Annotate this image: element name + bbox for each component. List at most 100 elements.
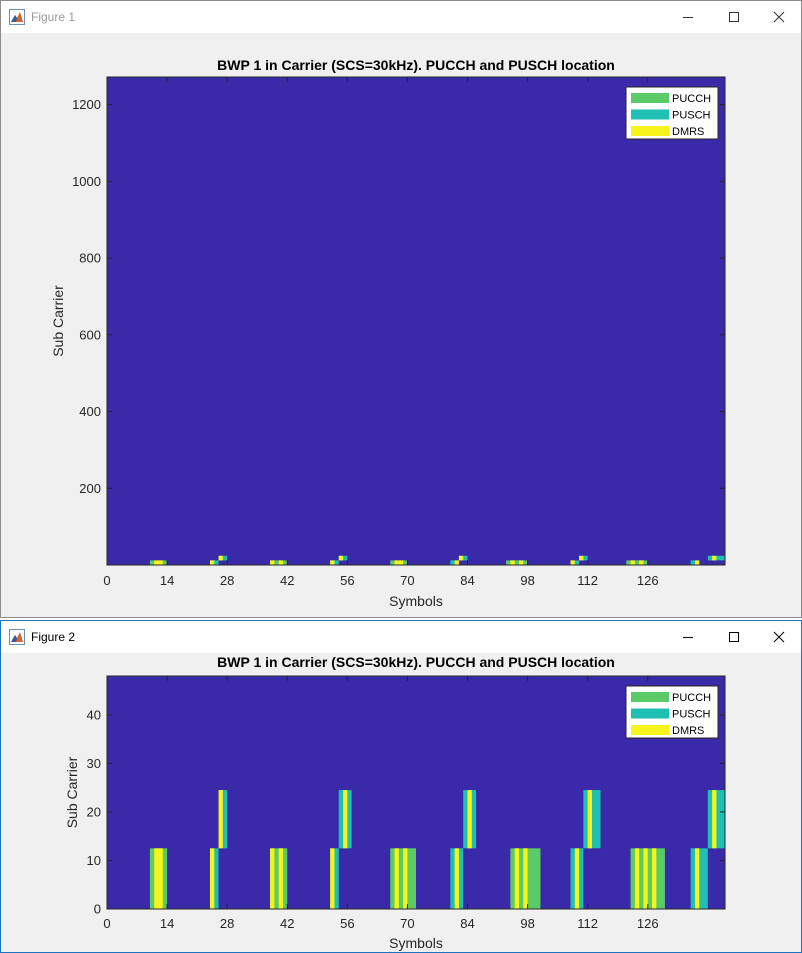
x-tick-label: 98 [520, 916, 534, 931]
dmrs-column [338, 555, 344, 561]
x-tick-label: 70 [400, 916, 414, 931]
close-button[interactable] [756, 1, 802, 33]
window-titlebar[interactable]: Figure 2 [1, 621, 801, 653]
x-tick-label: 42 [280, 573, 294, 588]
dmrs-column [398, 560, 404, 565]
x-tick-label: 28 [220, 573, 234, 588]
legend-swatch [631, 126, 669, 136]
minimize-button[interactable] [665, 621, 711, 653]
dmrs-column [514, 848, 519, 909]
dmrs-column [652, 848, 657, 909]
y-tick-label: 0 [94, 902, 101, 917]
dmrs-column [154, 848, 159, 909]
dmrs-column [458, 555, 464, 561]
dmrs-column [694, 848, 700, 909]
x-tick-label: 0 [103, 916, 110, 931]
plot-area [107, 77, 725, 565]
close-icon [773, 11, 785, 23]
matlab-figure-icon [9, 9, 25, 25]
legend-entry: PUSCH [672, 709, 711, 721]
figure-1-chart: BWP 1 in Carrier (SCS=30kHz). PUCCH and … [50, 57, 726, 609]
dmrs-column [579, 555, 584, 561]
y-axis-label: Sub Carrier [50, 285, 66, 357]
y-tick-label: 40 [87, 707, 101, 722]
x-tick-label: 84 [460, 573, 474, 588]
window-title: Figure 1 [31, 10, 76, 24]
x-tick-label: 0 [103, 573, 110, 588]
window-titlebar[interactable]: Figure 1 [1, 1, 801, 33]
dmrs-column [510, 560, 515, 565]
dmrs-column [523, 848, 528, 909]
legend-swatch [631, 93, 669, 103]
close-button[interactable] [756, 621, 802, 653]
legend-entry: PUCCH [672, 692, 711, 704]
dmrs-column [270, 848, 275, 909]
legend-entry: PUCCH [672, 93, 711, 105]
dmrs-column [712, 555, 717, 561]
maximize-button[interactable] [711, 621, 757, 653]
y-tick-label: 600 [79, 327, 101, 342]
x-tick-label: 112 [577, 573, 598, 588]
pucch-block [506, 560, 528, 565]
window-title: Figure 2 [31, 630, 76, 644]
legend-swatch [631, 725, 669, 735]
dmrs-column [158, 848, 163, 909]
x-tick-label: 56 [340, 573, 354, 588]
dmrs-column [467, 790, 472, 849]
y-axis-label: Sub Carrier [64, 756, 80, 828]
figure-2-chart: BWP 1 in Carrier (SCS=30kHz). PUCCH and … [64, 654, 726, 951]
dmrs-column [343, 790, 348, 849]
legend-swatch [631, 708, 669, 719]
y-tick-label: 800 [79, 251, 101, 266]
axes-box [106, 675, 726, 910]
dmrs-column [454, 848, 459, 909]
dmrs-column [154, 560, 159, 565]
legend-entry: DMRS [672, 725, 704, 737]
x-tick-label: 112 [577, 916, 598, 931]
dmrs-column [574, 848, 580, 909]
y-tick-label: 10 [87, 853, 101, 868]
x-axis-label: Symbols [389, 935, 443, 951]
dmrs-column [278, 848, 283, 909]
axes-box [106, 76, 726, 566]
x-tick-label: 42 [280, 916, 294, 931]
x-tick-label: 84 [460, 916, 474, 931]
dmrs-column [218, 555, 223, 561]
y-tick-label: 1200 [72, 97, 101, 112]
dmrs-column [278, 560, 283, 565]
x-tick-label: 28 [220, 916, 234, 931]
matlab-figure-icon [9, 629, 25, 645]
dmrs-column [218, 790, 223, 849]
legend-swatch [631, 109, 669, 120]
maximize-icon [729, 12, 739, 22]
dmrs-column [210, 560, 215, 565]
y-tick-label: 30 [87, 756, 101, 771]
dmrs-column [694, 560, 700, 565]
dmrs-column [158, 560, 163, 565]
y-tick-label: 20 [87, 804, 101, 819]
dmrs-column [454, 560, 459, 565]
pusch-block [338, 555, 348, 561]
x-tick-label: 70 [400, 573, 414, 588]
dmrs-column [394, 560, 399, 565]
minimize-icon [683, 17, 693, 18]
dmrs-column [712, 790, 717, 849]
dmrs-column [630, 560, 635, 565]
y-tick-label: 200 [79, 481, 101, 496]
dmrs-column [519, 560, 524, 565]
y-tick-label: 1000 [72, 174, 101, 189]
dmrs-column [270, 560, 275, 565]
dmrs-column [639, 560, 644, 565]
maximize-button[interactable] [711, 1, 757, 33]
x-tick-label: 126 [637, 916, 659, 931]
dmrs-column [330, 848, 335, 909]
x-axis-label: Symbols [389, 593, 443, 609]
dmrs-column [394, 848, 399, 909]
figure-1-window: Figure 1 BWP 1 in Carrier (SCS=30kHz). P… [0, 0, 802, 618]
dmrs-column [643, 848, 648, 909]
legend-entry: PUSCH [672, 110, 711, 122]
maximize-icon [729, 632, 739, 642]
x-tick-label: 14 [160, 573, 174, 588]
close-icon [773, 631, 785, 643]
minimize-button[interactable] [665, 1, 711, 33]
